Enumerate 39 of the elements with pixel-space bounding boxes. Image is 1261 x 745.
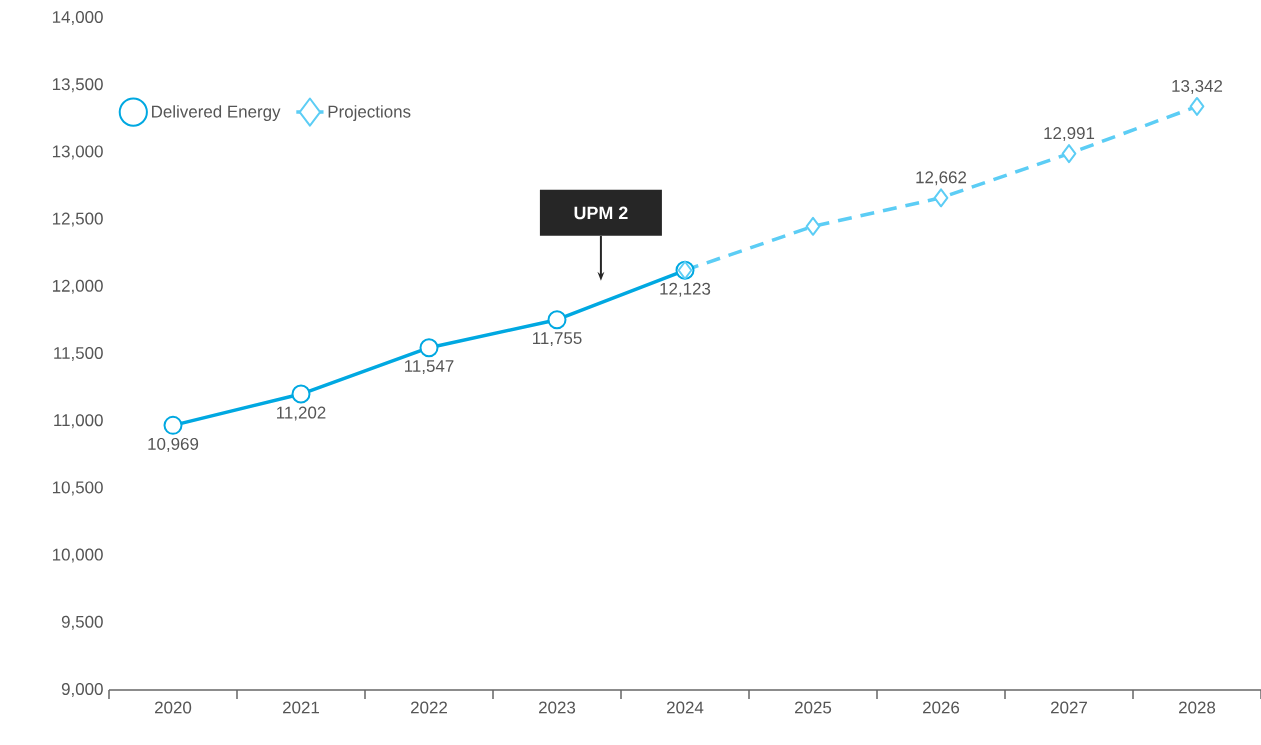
point [1061,144,1077,164]
data-label: 11,547 [405,360,454,375]
data-label: 13,342 [1172,79,1223,94]
data-label: 11,202 [277,406,326,421]
point [419,338,439,358]
x-tick-label: 2028 [1179,701,1216,714]
x-tick-label: 2021 [283,701,320,714]
data-label: 10,969 [148,437,199,452]
y-tick-label: 11,000 [54,414,103,429]
y-tick-label: 12,500 [52,212,103,227]
legend-label: Delivered Energy [152,105,281,121]
y-tick-label: 11,500 [54,347,103,361]
data-label: 11,755 [533,332,582,347]
y-tick-label: 9,000 [61,683,103,697]
x-tick-label: 2023 [539,701,576,714]
point [805,216,821,236]
data-label: 12,662 [916,171,967,186]
x-tick-label: 2024 [667,701,704,714]
point [163,415,183,435]
x-tick-label: 2027 [1051,701,1087,714]
y-tick-label: 14,000 [52,11,103,25]
point [1189,96,1205,116]
y-tick-label: 12,000 [52,279,103,294]
y-tick-label: 10,500 [52,481,103,496]
y-tick-label: 9,500 [61,615,103,630]
point [933,188,949,208]
x-tick-label: 2025 [795,701,832,714]
data-label: 12,123 [660,282,711,297]
point [547,310,567,330]
x-tick-label: 2020 [155,701,192,714]
y-tick-label: 13,500 [52,78,103,93]
y-tick-label: 13,000 [52,145,103,160]
annotation: UPM 2 [574,206,628,220]
point [291,384,311,404]
data-label: 12,991 [1044,127,1095,142]
legend-label: Projections [328,105,411,121]
x-tick-label: 2022 [411,701,447,714]
x-tick-label: 2026 [923,701,960,714]
y-tick-label: 10,000 [52,548,103,563]
